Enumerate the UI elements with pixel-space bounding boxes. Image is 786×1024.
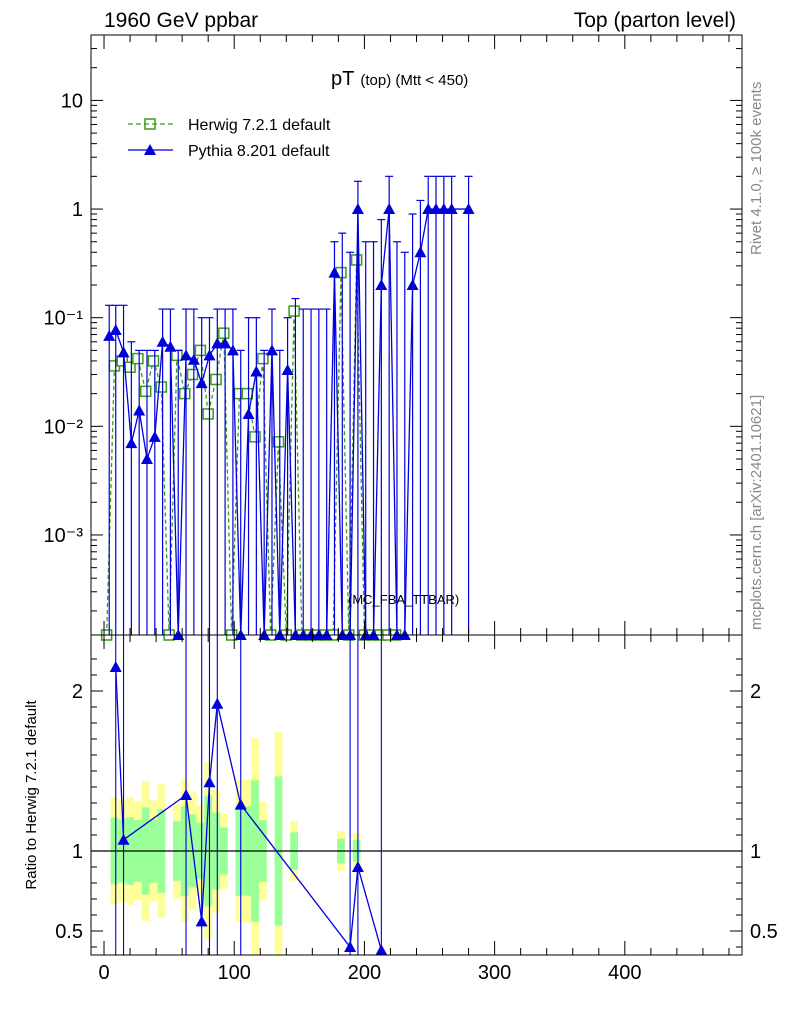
mcplots-label: mcplots.cern.ch [arXiv:2401.10621] — [748, 395, 765, 630]
x-tick-label: 300 — [478, 962, 511, 984]
data-point — [445, 203, 458, 215]
data-point — [328, 266, 341, 278]
ratio-y-tick-label-left: 1 — [72, 841, 83, 863]
data-point — [272, 436, 285, 448]
ratio-point — [117, 833, 130, 845]
header-right: Top (parton level) — [574, 9, 736, 32]
x-tick-label: 100 — [218, 962, 251, 984]
data-point — [171, 349, 183, 362]
data-point — [437, 203, 450, 215]
ratio-y-tick-label-right: 0.5 — [750, 921, 778, 943]
data-point — [249, 431, 261, 443]
data-point — [140, 453, 153, 465]
data-point — [202, 408, 214, 420]
rivet-label: Rivet 4.1.0, ≥ 100k events — [748, 82, 765, 255]
legend: Herwig 7.2.1 default Pythia 8.201 defaul… — [128, 117, 331, 160]
data-point — [430, 203, 443, 215]
ratio-point — [109, 661, 122, 672]
y-tick-label: 10⁻¹ — [44, 308, 84, 330]
data-point — [156, 335, 169, 347]
data-point — [133, 404, 146, 416]
svg-text:pT(top) (Mtt < 450): pT (top) (Mtt < 450) — [331, 68, 468, 90]
y-tick-label: 10 — [61, 90, 83, 112]
data-point — [211, 337, 224, 349]
data-point — [139, 385, 152, 398]
ratio-point — [195, 915, 208, 927]
data-point — [219, 337, 232, 349]
x-tick-label: 200 — [348, 962, 381, 984]
y-tick-label: 10⁻² — [44, 416, 84, 438]
legend-herwig-label: Herwig 7.2.1 default — [188, 117, 331, 134]
data-point — [195, 377, 208, 389]
data-point — [132, 352, 144, 365]
data-point — [414, 246, 427, 258]
ratio-y-axis: 2 2 1 1 0.5 0.5 — [55, 658, 778, 948]
data-point — [265, 344, 278, 356]
data-point — [250, 365, 263, 377]
plot-title-sub: (top) (Mtt < 450) — [360, 72, 468, 89]
legend-pythia-marker — [144, 144, 156, 155]
data-point — [210, 373, 222, 386]
data-point — [226, 344, 239, 356]
data-point — [109, 324, 122, 336]
data-point — [288, 305, 300, 317]
ratio-y-tick-label-left: 0.5 — [55, 921, 83, 943]
plot-title-main: pT — [331, 68, 354, 90]
ratio-point — [344, 941, 357, 952]
data-point — [281, 363, 294, 375]
x-tick-label: 400 — [608, 962, 641, 984]
ratio-point — [234, 798, 247, 810]
main-panel: 10 1 10⁻¹ 10⁻² 10⁻³ (MC_FBA_TTBAR) pT (top) (… — [44, 34, 743, 641]
ratio-point — [180, 789, 193, 800]
data-point — [375, 278, 388, 290]
header-left: 1960 GeV ppbar — [104, 9, 258, 32]
ratio-point — [351, 861, 364, 872]
data-point — [155, 381, 168, 393]
data-point — [241, 387, 253, 400]
y-tick-label: 10⁻³ — [44, 525, 84, 547]
data-point — [147, 355, 160, 367]
data-point — [462, 203, 475, 215]
data-point — [117, 346, 130, 358]
data-point — [125, 437, 138, 449]
data-point — [242, 407, 255, 419]
ratio-y-tick-label-right: 1 — [750, 841, 761, 863]
data-point — [180, 349, 193, 361]
x-tick-label: 0 — [98, 962, 109, 984]
data-point — [351, 203, 364, 215]
data-point — [164, 340, 177, 352]
main-marks — [100, 175, 475, 641]
ratio-point — [211, 697, 224, 709]
series-line — [105, 259, 396, 636]
plot-title: pT (top) (Mtt < 450) — [331, 68, 468, 90]
data-point — [383, 203, 396, 215]
data-point — [218, 327, 230, 339]
ratio-bands — [91, 731, 742, 955]
data-point — [186, 368, 199, 381]
legend-pythia-label: Pythia 8.201 default — [188, 143, 330, 160]
data-point — [194, 344, 207, 357]
main-y-axis: 10 1 10⁻¹ 10⁻² 10⁻³ — [44, 34, 742, 612]
ratio-series-line — [115, 666, 382, 951]
ratio-y-tick-label-left: 2 — [72, 681, 83, 703]
data-point — [257, 352, 269, 365]
ratio-panel: 2 2 1 1 0.5 0.5 0 100 200 300 400 Ratio to Herwig… — [23, 35, 778, 984]
ratio-marks — [109, 635, 388, 956]
data-point — [148, 430, 161, 442]
ratio-y-tick-label-right: 2 — [750, 681, 761, 703]
data-point — [187, 353, 200, 365]
ratio-point — [375, 944, 388, 956]
y-tick-label: 1 — [72, 199, 83, 221]
legend-herwig-marker — [144, 118, 156, 130]
data-point — [406, 278, 419, 290]
ratio-ylabel: Ratio to Herwig 7.2.1 default — [23, 700, 40, 890]
data-point — [103, 329, 116, 341]
ratio-point — [203, 776, 216, 788]
data-point — [422, 203, 435, 215]
watermark: (MC_FBA_TTBAR) — [348, 592, 459, 607]
x-axis: 0 100 200 300 400 — [98, 35, 730, 984]
data-point — [203, 349, 216, 361]
